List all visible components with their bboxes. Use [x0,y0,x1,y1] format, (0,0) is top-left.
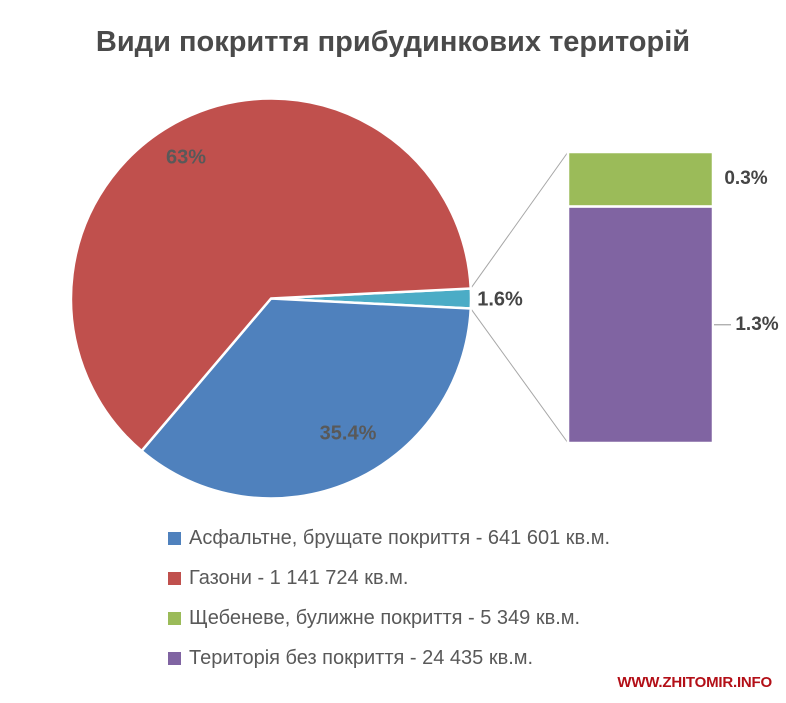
connector-line-top [470,151,569,289]
bar-segment-nocover [566,205,715,445]
pie-label-asphalt-pct: 35.4% [319,422,377,445]
connector-line-bottom [470,308,569,444]
pie-label-other-pct: 1.6% [477,288,523,311]
legend-swatch-asphalt-icon [168,531,181,545]
pie-slice-asphalt [140,297,472,500]
pie-label-lawns-pct: 63% [165,146,207,169]
chart-title: Види покриття прибудинкових територій [95,26,691,58]
legend-swatch-gravel-icon [168,611,181,625]
legend-item-gravel: Щебеневе, булижне покриття - 5 349 кв.м. [168,598,610,638]
bar-label-gravel-pct: 0.3% [724,168,768,189]
legend-swatch-lawns-icon [168,571,181,585]
legend-item-lawns: Газони - 1 141 724 кв.м. [168,558,610,598]
legend-item-nocover: Територія без покриття - 24 435 кв.м. [168,638,610,678]
legend-label-nocover: Територія без покриття - 24 435 кв.м. [189,646,534,669]
bar-label-nocover-pct: 1.3% [735,314,779,335]
legend-item-asphalt: Асфальтне, брущате покриття - 641 601 кв… [168,518,610,558]
legend-label-asphalt: Асфальтне, брущате покриття - 641 601 кв… [189,526,611,549]
legend-swatch-nocover-icon [168,651,181,665]
legend: Асфальтне, брущате покриття - 641 601 кв… [168,518,610,678]
bar-segment-gravel [566,150,715,208]
legend-label-gravel: Щебеневе, булижне покриття - 5 349 кв.м. [189,606,581,629]
legend-label-lawns: Газони - 1 141 724 кв.м. [189,566,409,589]
pie-slice-lawns [69,97,472,453]
watermark: WWW.ZHITOMIR.INFO [617,674,772,691]
